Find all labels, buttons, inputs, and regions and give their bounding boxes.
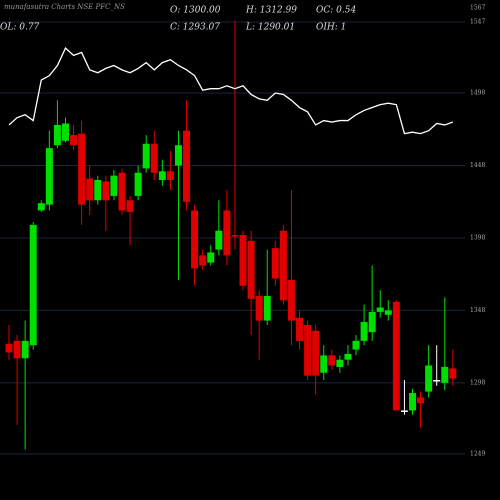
candle-body xyxy=(352,340,360,350)
candle-body xyxy=(409,393,416,411)
candle-body xyxy=(433,380,441,382)
y-tick-label: 1398 xyxy=(470,234,485,241)
candle-body xyxy=(271,248,279,279)
candle-body xyxy=(312,330,320,376)
candle-body xyxy=(417,397,425,404)
candle-body xyxy=(320,355,328,373)
chart-title: munafasutra Charts NSE PFC_NS xyxy=(4,3,125,11)
candle-body xyxy=(368,311,376,333)
info-text: H: 1312.99 xyxy=(245,6,297,16)
info-text: OC: 0.54 xyxy=(316,6,356,16)
info-text: L: 1290.01 xyxy=(245,23,295,33)
candle-body xyxy=(215,230,223,250)
candle-body xyxy=(191,210,199,269)
candle-body xyxy=(134,172,142,196)
candle-body xyxy=(166,171,174,180)
candle-body xyxy=(449,368,457,379)
candle-body xyxy=(21,340,29,359)
info-text: OIH: 1 xyxy=(316,23,346,33)
candle-body xyxy=(70,135,78,146)
candle-body xyxy=(376,307,384,312)
candle-body xyxy=(263,295,271,321)
y-tick-label: 1348 xyxy=(470,307,485,314)
candle-body xyxy=(223,210,231,256)
candle-body xyxy=(53,124,61,146)
candle-body xyxy=(118,172,126,211)
candle-body xyxy=(296,317,304,341)
candle-body xyxy=(5,343,13,353)
candle-body xyxy=(231,235,239,237)
indicator-line xyxy=(8,47,454,135)
info-text: OL: 0.77 xyxy=(0,23,40,33)
candle-body xyxy=(344,353,352,360)
candle-body xyxy=(199,255,207,266)
top-label: 1567 xyxy=(470,5,485,12)
candle-body xyxy=(400,410,408,412)
y-tick-label: 1547 xyxy=(470,19,485,26)
candle-body xyxy=(304,324,312,376)
candle-body xyxy=(110,175,118,196)
y-tick-label: 1249 xyxy=(470,450,485,457)
candle-body xyxy=(102,181,110,201)
candle-body xyxy=(441,366,449,383)
candle-body xyxy=(279,230,287,301)
candle-body xyxy=(207,252,215,263)
y-tick-label: 1498 xyxy=(470,90,485,97)
candle-body xyxy=(142,143,150,169)
candle-body xyxy=(360,322,368,341)
candle-body xyxy=(287,280,295,321)
info-text: O: 1300.00 xyxy=(170,6,221,16)
candle-body xyxy=(45,148,53,205)
candle-body xyxy=(150,143,158,173)
candle-body xyxy=(255,295,263,321)
candle-body xyxy=(247,240,255,299)
candle-body xyxy=(336,359,344,367)
candle-body xyxy=(29,224,37,346)
candle-body xyxy=(94,180,102,201)
y-tick-label: 1448 xyxy=(470,162,485,169)
candle-body xyxy=(78,133,86,205)
candle-body xyxy=(158,171,166,180)
candle-body xyxy=(126,200,134,212)
candle-body xyxy=(61,123,69,141)
candle-body xyxy=(425,365,433,392)
candle-body xyxy=(384,310,392,315)
candle-body xyxy=(328,355,336,366)
candle-body xyxy=(183,130,191,202)
candle-body xyxy=(174,145,182,166)
candle-body xyxy=(392,301,400,411)
y-tick-label: 1298 xyxy=(470,379,485,386)
info-text: C: 1293.07 xyxy=(170,23,220,33)
candle-body xyxy=(37,203,45,211)
candle-body xyxy=(86,178,94,201)
candle-body xyxy=(239,235,247,286)
candle-body xyxy=(13,340,21,359)
